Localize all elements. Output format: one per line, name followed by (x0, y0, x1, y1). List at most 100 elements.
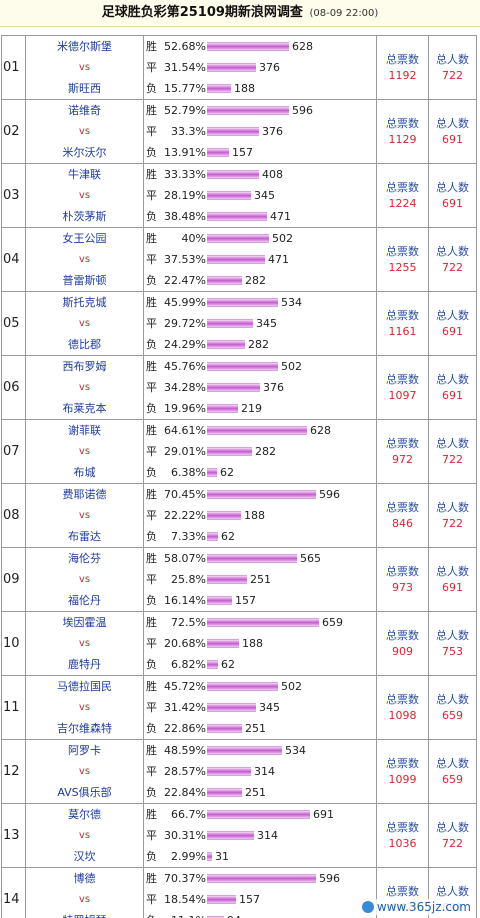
away-team[interactable]: 布雷达 (68, 530, 101, 543)
option-label: 负 (146, 338, 157, 351)
vs-label: vs (78, 190, 91, 201)
home-team[interactable]: 西布罗姆 (62, 360, 107, 373)
home-team[interactable]: 费耶诺德 (62, 488, 107, 501)
home-team[interactable]: 海伦芬 (68, 552, 101, 565)
option-bar (207, 42, 289, 51)
home-team[interactable]: 埃因霍温 (62, 616, 107, 629)
option-bar (207, 383, 260, 392)
option-percent: 72.5% (171, 616, 206, 629)
away-team[interactable]: 鹿特丹 (68, 658, 101, 671)
vote-option-row: 胜 33.33% 408 (144, 164, 376, 185)
away-team[interactable]: 朴茨茅斯 (62, 210, 107, 223)
option-percent: 70.37% (164, 872, 206, 885)
total-people-value: 722 (442, 516, 463, 530)
home-team[interactable]: 阿罗卡 (68, 744, 101, 757)
away-team[interactable]: 特罗姆瑟 (26, 910, 143, 918)
option-count: 62 (221, 530, 235, 543)
option-label: 负 (146, 274, 157, 287)
total-votes-cell: 总票数 973 (376, 547, 429, 612)
home-team[interactable]: 莫尔德 (68, 808, 101, 821)
vote-options: 胜 52.79% 596 平 33.3% 376 负 13.91% 157 (143, 99, 377, 164)
home-team[interactable]: 斯托克城 (62, 296, 107, 309)
home-team[interactable]: 牛津联 (68, 168, 101, 181)
vs-label: vs (78, 702, 91, 713)
total-people-label: 总人数 (436, 244, 469, 258)
option-label: 胜 (146, 296, 157, 309)
away-team[interactable]: 德比郡 (68, 338, 101, 351)
option-label: 胜 (146, 488, 157, 501)
home-team[interactable]: 女王公园 (62, 232, 107, 245)
total-people-label: 总人数 (436, 436, 469, 450)
vs-label: vs (78, 318, 91, 329)
option-percent: 16.14% (164, 594, 206, 607)
total-votes-label: 总票数 (386, 820, 419, 834)
option-percent: 30.31% (164, 829, 206, 842)
home-team[interactable]: 博德 (73, 872, 96, 885)
vote-options: 胜 70.37% 596 平 18.54% 157 负 11.1% 94 (143, 867, 377, 918)
away-team[interactable]: 普雷斯顿 (62, 274, 107, 287)
match-row: 08 费耶诺德 vs 布雷达 胜 70.45% 596 平 22.22% 188… (1, 483, 477, 548)
option-bar (207, 639, 239, 648)
total-votes-value: 909 (392, 644, 413, 658)
option-bar (207, 127, 259, 136)
option-bar (207, 298, 278, 307)
vote-options: 胜 64.61% 628 平 29.01% 282 负 6.38% 62 (143, 419, 377, 484)
option-count: 345 (254, 189, 275, 202)
away-team[interactable]: 福伦丹 (68, 594, 101, 607)
option-count: 628 (310, 424, 331, 437)
vote-option-row: 负 7.33% 62 (144, 526, 376, 547)
total-votes-cell: 总票数 909 (376, 611, 429, 676)
vote-option-row: 负 22.84% 251 (144, 782, 376, 803)
total-people-cell: 总人数 753 (428, 611, 477, 676)
vote-option-row: 负 15.77% 188 (144, 78, 376, 99)
vote-option-row: 平 20.68% 188 (144, 633, 376, 654)
match-number: 12 (1, 739, 26, 804)
total-votes-label: 总票数 (386, 692, 419, 706)
total-votes-value: 1129 (388, 132, 417, 146)
home-team[interactable]: 马德拉国民 (57, 680, 112, 693)
option-percent: 19.96% (164, 402, 206, 415)
away-team[interactable]: AVS俱乐部 (57, 786, 112, 799)
match-row: 07 谢菲联 vs 布城 胜 64.61% 628 平 29.01% 282 负… (1, 419, 477, 484)
away-team[interactable]: 汉坎 (73, 850, 96, 863)
vote-option-row: 负 38.48% 471 (144, 206, 376, 227)
globe-icon (361, 901, 374, 913)
option-bar (207, 404, 238, 413)
option-count: 596 (319, 488, 340, 501)
option-count: 251 (250, 573, 271, 586)
home-team[interactable]: 诺维奇 (68, 104, 101, 117)
match-number: 13 (1, 803, 26, 868)
option-bar (207, 660, 218, 669)
option-percent: 31.54% (164, 61, 206, 74)
away-team[interactable]: 米尔沃尔 (62, 146, 107, 159)
match-teams: 阿罗卡 vs AVS俱乐部 (25, 739, 144, 804)
total-people-value: 659 (442, 772, 463, 786)
match-teams: 费耶诺德 vs 布雷达 (25, 483, 144, 548)
away-team[interactable]: 吉尔维森特 (57, 722, 112, 735)
vs-label: vs (78, 638, 91, 649)
match-row: 13 莫尔德 vs 汉坎 胜 66.7% 691 平 30.31% 314 负 … (1, 803, 477, 868)
option-bar (207, 746, 282, 755)
match-number: 03 (1, 163, 26, 228)
match-row: 10 埃因霍温 vs 鹿特丹 胜 72.5% 659 平 20.68% 188 … (1, 611, 477, 676)
option-bar (207, 852, 212, 861)
away-team[interactable]: 布城 (73, 466, 96, 479)
away-team[interactable]: 布莱克本 (62, 402, 107, 415)
home-team[interactable]: 米德尔斯堡 (57, 40, 112, 53)
option-percent: 66.7% (171, 808, 206, 821)
vs-label: vs (78, 62, 91, 73)
total-votes-value: 1099 (388, 772, 417, 786)
option-count: 188 (234, 82, 255, 95)
total-votes-cell: 总票数 846 (376, 483, 429, 548)
away-team[interactable]: 斯旺西 (68, 82, 101, 95)
vote-option-row: 平 29.01% 282 (144, 441, 376, 462)
option-bar (207, 703, 256, 712)
vs-label: vs (78, 766, 91, 777)
home-team[interactable]: 谢菲联 (68, 424, 101, 437)
total-votes-label: 总票数 (386, 372, 419, 386)
total-votes-label: 总票数 (386, 564, 419, 578)
total-people-value: 691 (442, 388, 463, 402)
option-bar (207, 831, 254, 840)
match-number: 11 (1, 675, 26, 740)
total-people-cell: 总人数 691 (428, 291, 477, 356)
